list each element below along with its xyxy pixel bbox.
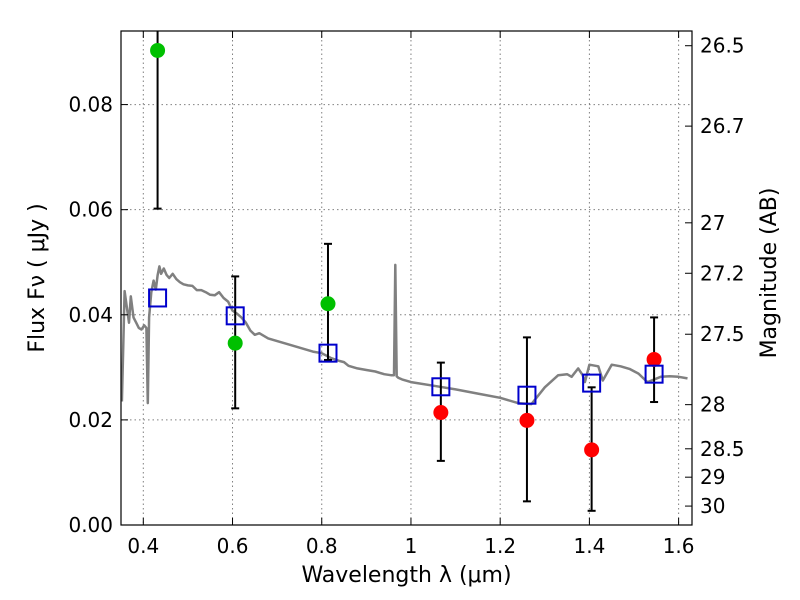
x-axis-title: Wavelength λ (μm)	[301, 563, 511, 588]
flux-point	[433, 405, 449, 421]
y2-tick-label: 27.2	[700, 261, 745, 285]
model-point	[318, 343, 338, 363]
y2-tick-label: 29	[700, 465, 725, 489]
model-point	[644, 364, 664, 384]
flux-point	[150, 42, 166, 58]
x-tick-label: 0.4	[127, 534, 159, 558]
x-tick-label: 1.4	[573, 534, 605, 558]
model-point	[431, 377, 451, 397]
model-spectrum	[121, 263, 688, 406]
x-tick-label: 0.8	[306, 534, 338, 558]
plot-frame	[120, 30, 693, 526]
x-tick-label: 1	[405, 534, 418, 558]
y-tick-label: 0.04	[68, 303, 113, 327]
flux-point	[584, 442, 600, 458]
flux-point	[646, 351, 662, 367]
y-tick-label: 0.06	[68, 198, 113, 222]
y2-tick-label: 27	[700, 211, 725, 235]
y2-tick-label: 28.5	[700, 437, 745, 461]
x-tick-label: 1.2	[484, 534, 516, 558]
y2-tick-label: 30	[700, 494, 725, 518]
x-tick-label: 0.6	[217, 534, 249, 558]
model-point	[582, 373, 602, 393]
y2-tick-label: 26.5	[700, 34, 745, 58]
x-tick-label: 1.6	[663, 534, 695, 558]
y2-tick-label: 27.5	[700, 322, 745, 346]
y2-tick-label: 28	[700, 393, 725, 417]
y2-axis-title: Magnitude (AB)	[757, 188, 782, 359]
flux-point	[227, 335, 243, 351]
model-point	[148, 288, 168, 308]
y2-tick-label: 26.7	[700, 114, 745, 138]
flux-point	[320, 296, 336, 312]
y-tick-label: 0.00	[68, 513, 113, 537]
spectrum-line	[121, 263, 688, 406]
model-point	[225, 306, 245, 326]
y-tick-label: 0.02	[68, 408, 113, 432]
model-point	[517, 385, 537, 405]
data-points	[148, 31, 664, 512]
y-axis-title: Flux Fν ( μJy )	[25, 203, 50, 352]
y-tick-label: 0.08	[68, 93, 113, 117]
flux-point	[519, 412, 535, 428]
axis-ticks: 0.4 0.6 0.8 1 1.2 1.4 1.6 0.00 0.02 0.04 0.06 0.08 2…	[68, 31, 745, 558]
grid-lines	[121, 31, 692, 526]
